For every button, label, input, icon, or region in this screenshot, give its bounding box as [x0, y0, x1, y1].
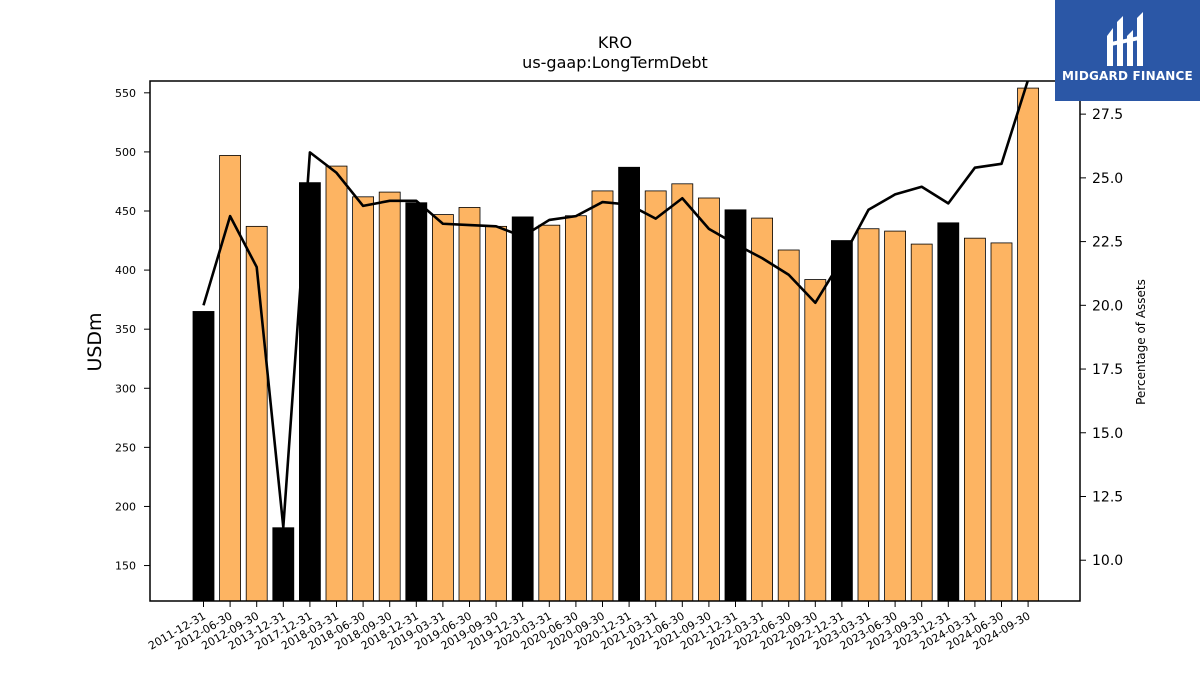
logo-text: MIDGARD FINANCE	[1062, 69, 1193, 83]
bar-2022-03-31	[751, 217, 773, 602]
line-layer	[202, 81, 1030, 529]
bar-2022-06-30	[777, 249, 800, 602]
bar-2021-09-30	[698, 197, 720, 602]
y2-tick-label: 10.0	[1092, 553, 1123, 569]
midgard-finance-logo: MIDGARD FINANCE	[1055, 0, 1200, 101]
y-tick-label: 400	[115, 264, 136, 277]
bar-2019-06-30	[458, 207, 481, 602]
bar-2018-03-31	[325, 165, 348, 602]
bar-2011-12-31	[192, 311, 215, 602]
y-tick-label: 350	[115, 323, 136, 336]
bar-2020-12-31	[618, 166, 640, 602]
bar-2019-12-31	[511, 216, 534, 602]
bar-2021-12-31	[724, 209, 747, 602]
bar-2021-06-30	[671, 183, 694, 602]
y2-tick-label: 17.5	[1092, 362, 1123, 378]
y-tick-label: 200	[115, 500, 136, 513]
y2-tick-label: 22.5	[1092, 235, 1123, 251]
bar-2012-06-30	[219, 155, 242, 602]
bar-2012-09-30	[245, 225, 268, 602]
y-tick-label: 150	[115, 560, 136, 573]
y2-tick-label: 12.5	[1092, 489, 1123, 505]
y-axis-label: USDm	[84, 312, 106, 371]
bar-2020-09-30	[591, 190, 614, 602]
bars-layer	[192, 87, 1039, 602]
bar-2018-09-30	[378, 191, 401, 602]
bar-2023-03-31	[857, 228, 880, 602]
chart-title: KRO	[598, 33, 632, 52]
y-tick-label: 450	[115, 205, 136, 218]
bar-2020-06-30	[565, 215, 587, 602]
y2-tick-label: 15.0	[1092, 426, 1123, 442]
bar-2024-06-30	[990, 242, 1013, 602]
bar-2021-03-31	[644, 190, 667, 602]
bar-2013-12-31	[272, 527, 295, 602]
percentage-of-assets-line	[202, 81, 1030, 529]
midgard-logo-icon	[1107, 12, 1143, 66]
y-tick-label: 550	[115, 87, 136, 100]
bar-2019-03-31	[431, 214, 454, 602]
y2-tick-label: 27.5	[1092, 107, 1123, 123]
y-tick-label: 250	[115, 441, 136, 454]
y2-tick-label: 25.0	[1092, 171, 1123, 187]
bar-2024-03-31	[964, 237, 986, 602]
bar-2023-06-30	[884, 230, 906, 602]
y2-axis-label: Percentage of Assets	[1134, 279, 1148, 405]
y2-tick-label: 20.0	[1092, 298, 1123, 314]
plot-frame	[149, 80, 1081, 602]
bar-2020-03-31	[538, 224, 561, 602]
chart-subtitle: us-gaap:LongTermDebt	[522, 53, 708, 72]
y-tick-label: 500	[115, 146, 136, 159]
bar-2022-09-30	[804, 279, 827, 602]
bar-2019-09-30	[485, 225, 508, 602]
bar-2024-09-30	[1017, 87, 1039, 602]
bar-2018-12-31	[405, 202, 428, 602]
bar-2023-09-30	[910, 243, 933, 602]
bar-2022-12-31	[831, 240, 853, 602]
bar-2018-06-30	[352, 196, 375, 602]
y-tick-label: 300	[115, 382, 136, 395]
bar-2023-12-31	[937, 222, 960, 602]
